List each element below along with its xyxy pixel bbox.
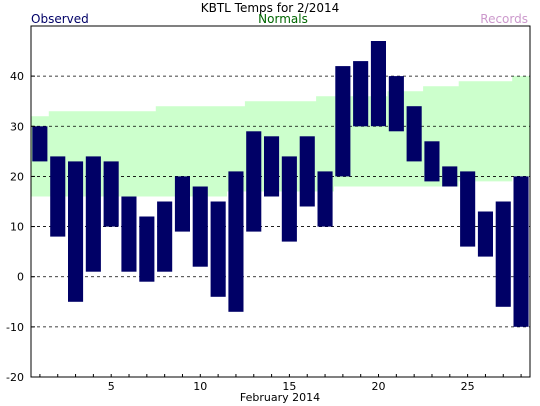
observed-bar-day-5: [103, 161, 119, 227]
chart-title: KBTL Temps for 2/2014: [201, 1, 340, 15]
observed-bar-day-25: [460, 171, 476, 247]
observed-bar-day-11: [210, 201, 226, 297]
observed-bar-day-19: [353, 61, 369, 127]
observed-bar-day-14: [264, 136, 280, 197]
y-axis-ticks: -20 -10 0 10 20 30 40: [6, 70, 35, 384]
observed-bar-day-21: [388, 76, 404, 132]
observed-bar-day-22: [406, 106, 422, 162]
x-axis-label: February 2014: [240, 391, 320, 404]
observed-bar-day-26: [477, 211, 493, 257]
observed-bar-day-6: [121, 196, 137, 272]
y-tick-label: 20: [10, 170, 24, 183]
y-tick-label: 30: [10, 120, 24, 133]
x-tick-label: 5: [108, 380, 115, 393]
normals-band-area: [31, 76, 530, 197]
observed-bar-day-12: [228, 171, 244, 312]
observed-bar-day-17: [317, 171, 333, 227]
observed-bar-day-13: [246, 131, 262, 232]
x-axis-ticks: 5 10 15 20 25: [39, 374, 522, 393]
observed-bar-day-7: [139, 216, 155, 282]
observed-bar-day-27: [495, 201, 511, 307]
y-tick-label: -10: [6, 321, 24, 334]
normals-band: [31, 76, 530, 197]
observed-bar-day-9: [174, 176, 190, 232]
observed-bar-day-8: [157, 201, 173, 272]
observed-bar-day-1: [32, 126, 48, 162]
observed-bar-day-18: [335, 66, 351, 177]
observed-bar-day-28: [513, 176, 529, 327]
x-tick-label: 10: [193, 380, 207, 393]
y-tick-label: 0: [17, 271, 24, 284]
observed-bar-day-23: [424, 141, 440, 182]
observed-bar-day-2: [50, 156, 66, 237]
x-tick-label: 20: [372, 380, 386, 393]
observed-bar-day-20: [370, 41, 386, 127]
observed-bar-day-10: [192, 186, 208, 267]
legend-normals: Normals: [258, 12, 308, 26]
plot-frame: [30, 25, 531, 378]
observed-bar-day-4: [85, 156, 101, 272]
y-tick-label: 40: [10, 70, 24, 83]
x-tick-label: 25: [461, 380, 475, 393]
observed-bar-day-15: [281, 156, 297, 242]
y-tick-label: -20: [6, 371, 24, 384]
observed-bars: [32, 41, 529, 327]
y-tick-label: 10: [10, 221, 24, 234]
observed-bar-day-3: [68, 161, 84, 302]
observed-bar-day-16: [299, 136, 315, 207]
legend-records: Records: [480, 12, 528, 26]
x-tick-label: 15: [282, 380, 296, 393]
observed-bar-day-24: [442, 166, 458, 187]
legend-observed: Observed: [31, 12, 89, 26]
